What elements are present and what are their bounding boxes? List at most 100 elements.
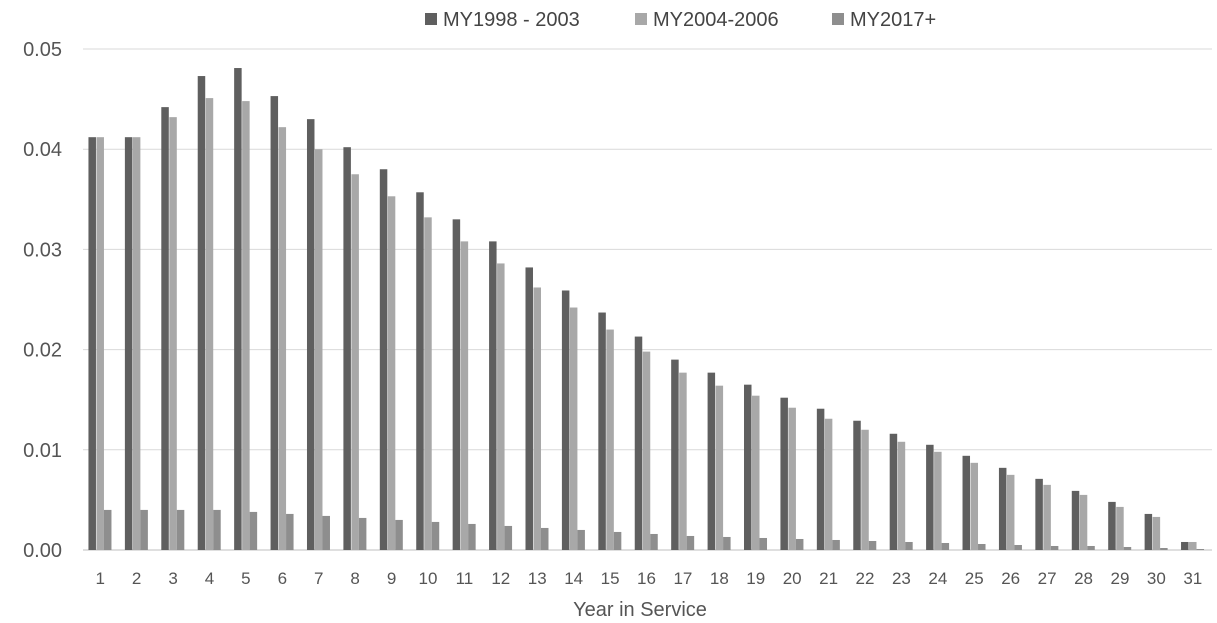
bar [744, 384, 752, 550]
bar [1108, 501, 1116, 550]
bar [861, 429, 869, 550]
bar [1152, 516, 1161, 550]
y-tick-label: 0.05 [23, 39, 62, 61]
bar [889, 433, 898, 550]
bar [124, 137, 133, 550]
bar [278, 127, 287, 550]
bar [1035, 478, 1043, 550]
bar [1144, 513, 1153, 550]
bar [1006, 474, 1015, 550]
y-tick-label: 0.00 [23, 540, 62, 562]
bar [642, 351, 651, 550]
bar [540, 527, 549, 550]
bar [387, 196, 396, 551]
bar [926, 444, 934, 550]
x-tick-label: 25 [965, 569, 984, 588]
bar [314, 149, 323, 550]
bar [686, 535, 695, 550]
bar [161, 107, 169, 551]
y-tick-label: 0.04 [23, 139, 62, 161]
bar [853, 420, 861, 550]
bar [176, 509, 185, 550]
y-tick-label: 0.03 [23, 239, 62, 261]
x-tick-label: 23 [892, 569, 911, 588]
x-tick-label: 10 [419, 569, 438, 588]
bar [1181, 541, 1189, 550]
x-tick-label: 29 [1110, 569, 1129, 588]
bar [679, 372, 687, 550]
bar [416, 192, 424, 551]
bar [358, 517, 367, 550]
bar [1123, 546, 1132, 550]
x-tick-label: 18 [710, 569, 729, 588]
bar [343, 147, 351, 550]
y-tick-label: 0.02 [23, 340, 62, 362]
x-tick-label: 2 [132, 569, 141, 588]
x-tick-label: 13 [528, 569, 547, 588]
bar [504, 525, 513, 550]
bar [1087, 545, 1095, 550]
bar [460, 241, 469, 550]
legend-label: MY2017+ [850, 9, 936, 31]
bar [978, 543, 986, 550]
x-tick-label: 15 [601, 569, 620, 588]
bar [816, 408, 825, 550]
legend-swatch [832, 13, 844, 25]
bar [970, 462, 979, 550]
x-axis-title: Year in Service [573, 599, 707, 621]
legend-swatch [425, 13, 437, 25]
x-tick-label: 11 [456, 569, 474, 588]
bar [598, 312, 606, 550]
bar [249, 511, 258, 550]
bar [723, 536, 731, 550]
bar [431, 521, 440, 550]
bar [213, 509, 221, 550]
bar [1196, 549, 1205, 550]
bar [759, 537, 768, 550]
x-tick-label: 19 [746, 569, 765, 588]
legend: MY1998 - 2003 MY2004-2006 MY2017+ [425, 9, 936, 31]
bar [1014, 544, 1022, 550]
bar [671, 359, 679, 550]
bar [577, 529, 585, 550]
bar [270, 96, 279, 550]
bar [424, 217, 432, 550]
bar [650, 533, 658, 550]
bar [606, 329, 614, 550]
bar [132, 137, 141, 550]
bar [752, 395, 760, 550]
bar [613, 531, 622, 550]
bars [88, 68, 1205, 551]
y-tick-label: 0.01 [23, 440, 62, 462]
x-tick-label: 26 [1001, 569, 1020, 588]
bar [1189, 541, 1197, 550]
bar [715, 385, 724, 550]
bar [322, 515, 330, 550]
bar [103, 509, 112, 550]
bar [306, 119, 315, 550]
bar [707, 372, 716, 550]
bar [452, 219, 461, 550]
bar [998, 467, 1007, 550]
x-tick-label: 5 [241, 569, 250, 588]
bar [242, 101, 250, 550]
x-tick-label: 12 [491, 569, 510, 588]
bar [1079, 494, 1088, 550]
bar [234, 68, 242, 550]
y-axis-tick-labels: 0.00 0.01 0.02 0.03 0.04 0.05 [23, 39, 62, 562]
bar [1043, 484, 1051, 550]
bar [395, 519, 403, 550]
x-tick-label: 17 [673, 569, 692, 588]
x-tick-label: 31 [1183, 569, 1202, 588]
bar [533, 287, 541, 550]
bar [1116, 506, 1124, 550]
x-tick-label: 7 [314, 569, 323, 588]
bar [897, 441, 906, 550]
bar [96, 137, 104, 550]
bar [1160, 548, 1168, 550]
bar [832, 539, 840, 550]
x-tick-label: 9 [387, 569, 396, 588]
legend-label: MY2004-2006 [653, 9, 779, 31]
x-tick-label: 14 [564, 569, 583, 588]
